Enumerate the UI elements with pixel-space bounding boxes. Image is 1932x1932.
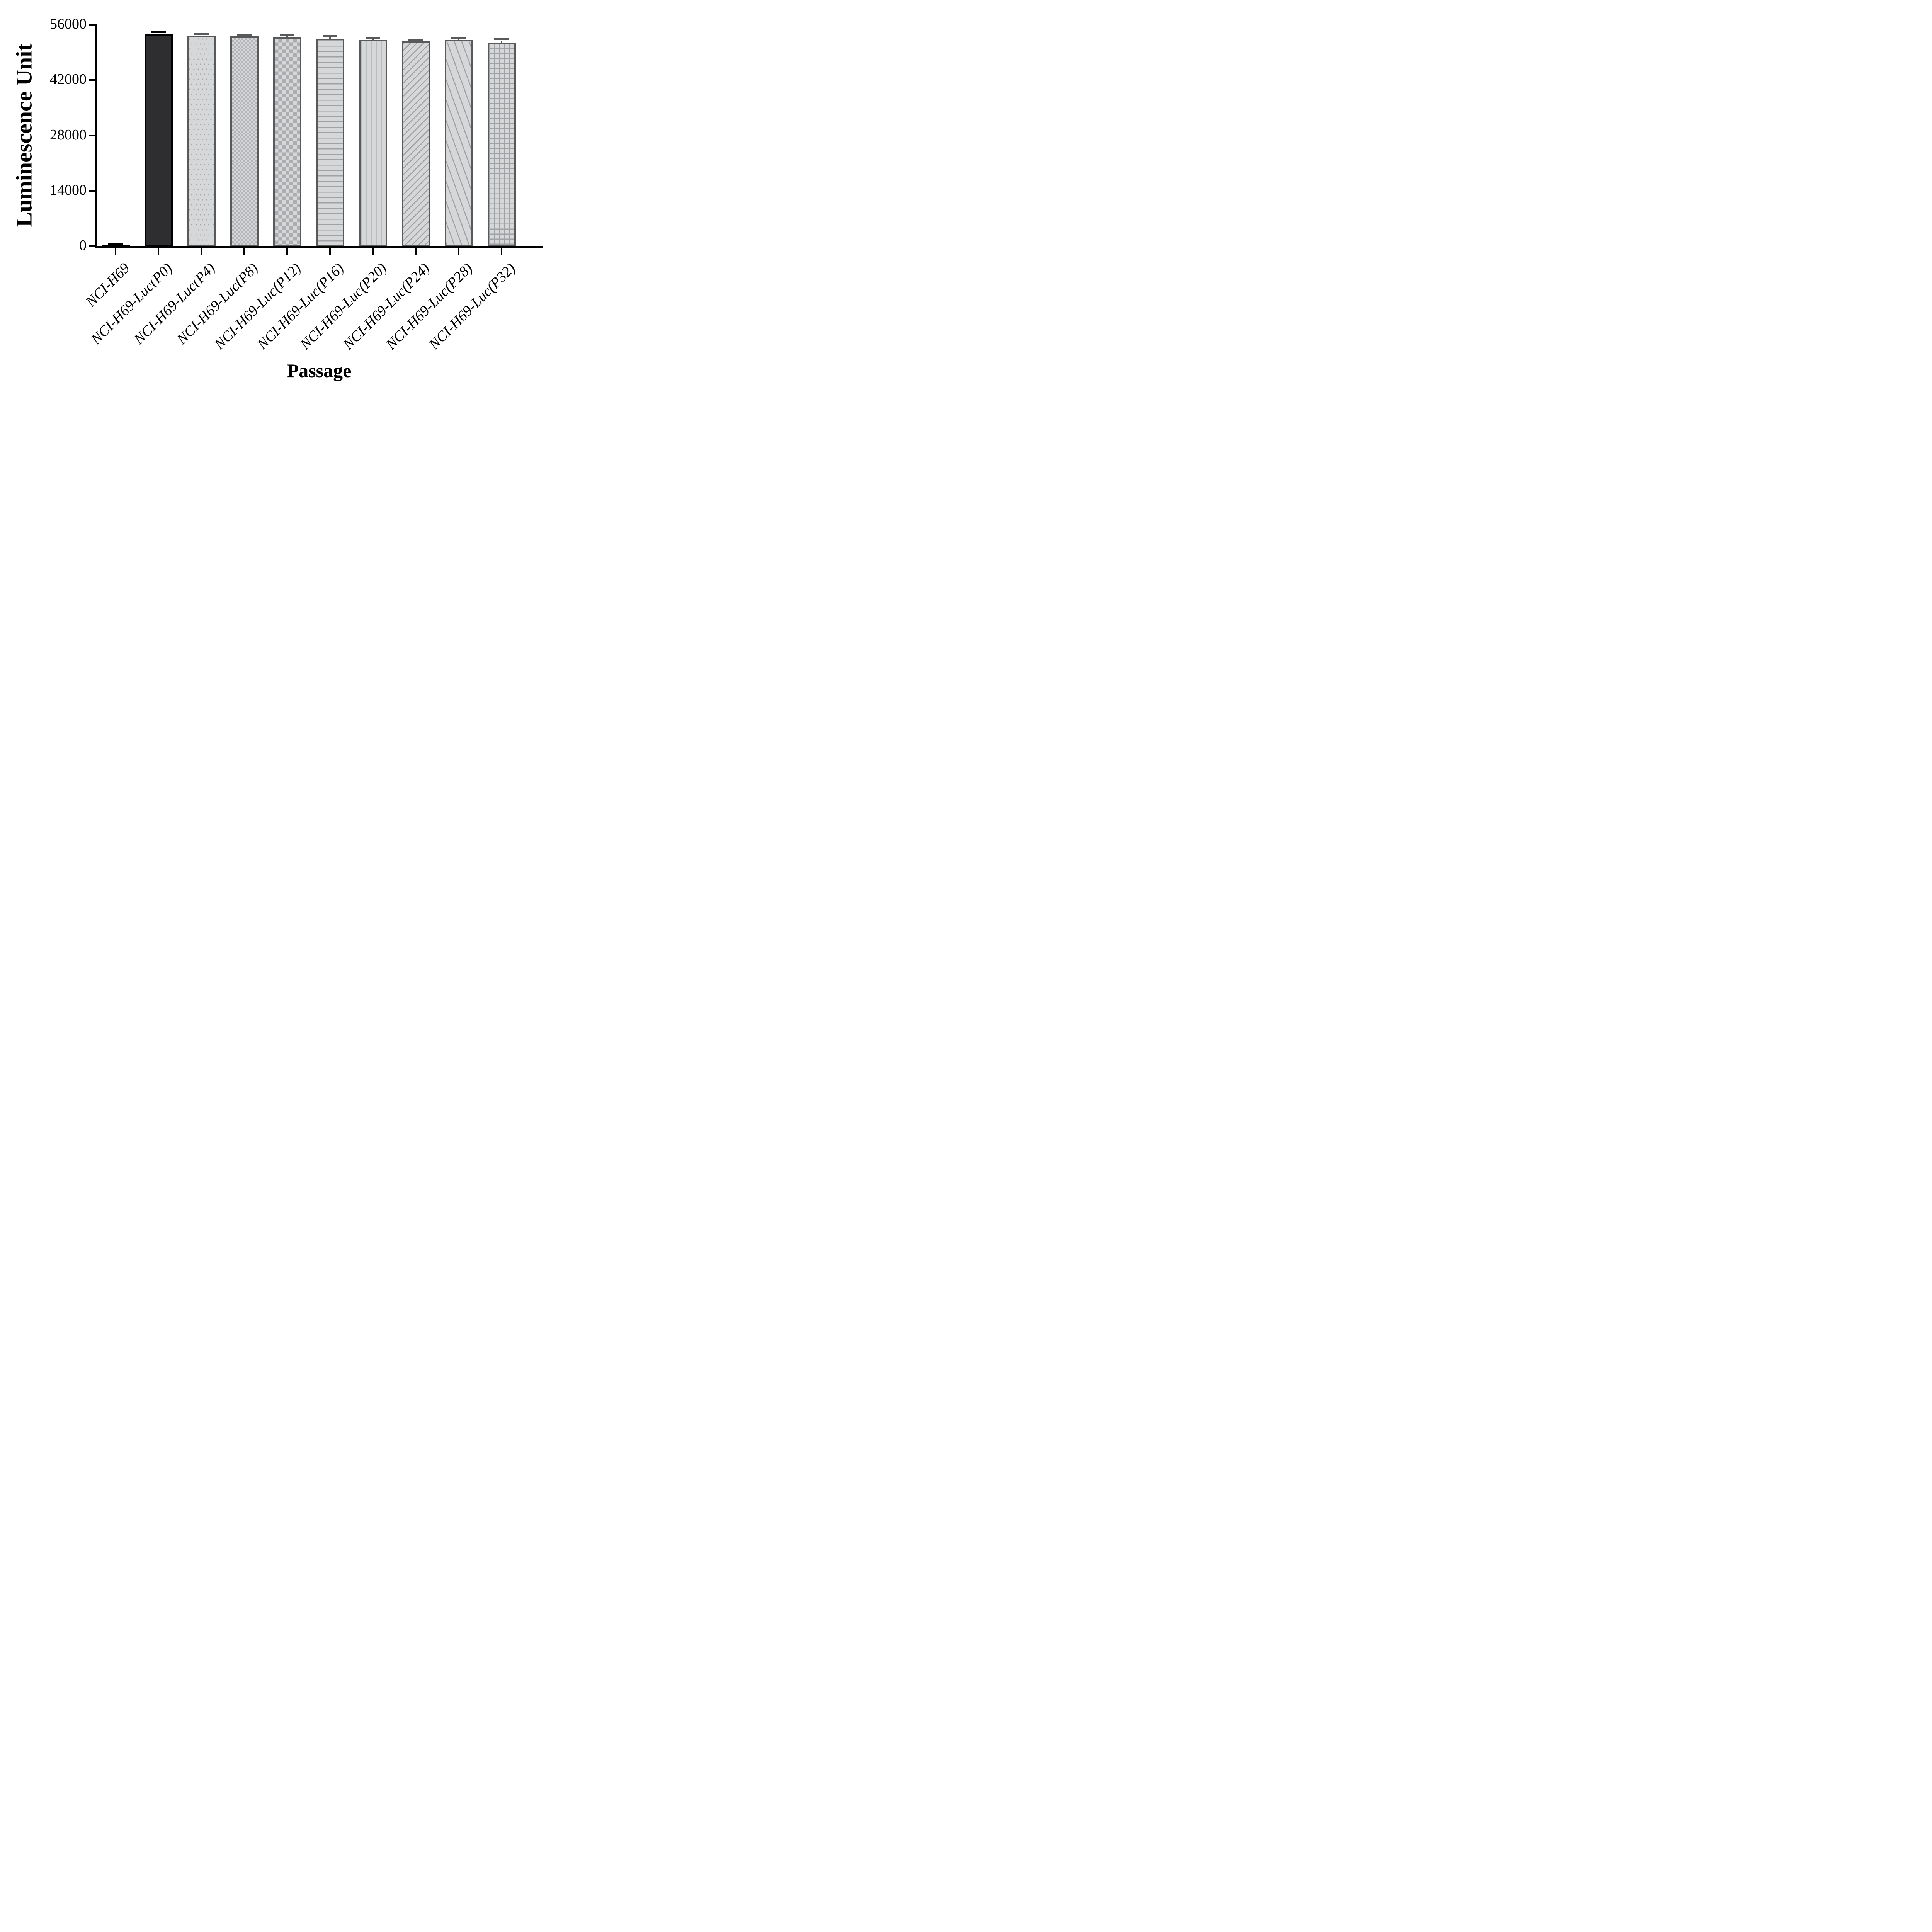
y-tick-label: 42000 bbox=[50, 71, 87, 88]
error-bar-cap bbox=[280, 34, 294, 36]
error-bar-cap bbox=[323, 35, 337, 37]
bar-NCI-H69-Luc(P32) bbox=[487, 43, 516, 246]
error-bar-cap bbox=[451, 37, 466, 39]
y-tick-label: 0 bbox=[79, 237, 87, 254]
x-axis-tick bbox=[201, 248, 202, 255]
bar-NCI-H69-Luc(P12) bbox=[273, 37, 301, 246]
bar-NCI-H69-Luc(P0) bbox=[144, 34, 173, 246]
bar-NCI-H69-Luc(P20) bbox=[359, 39, 387, 246]
x-axis-tick bbox=[415, 248, 417, 255]
x-axis-tick bbox=[158, 248, 159, 255]
x-axis-tick bbox=[372, 248, 374, 255]
error-bar-stem bbox=[458, 39, 459, 40]
error-bar-cap bbox=[151, 31, 166, 33]
y-axis-tick bbox=[89, 79, 95, 81]
y-tick-label: 56000 bbox=[50, 16, 87, 32]
error-bar-stem bbox=[286, 36, 288, 37]
x-axis-tick bbox=[329, 248, 331, 255]
error-bar-stem bbox=[372, 39, 374, 40]
y-tick-label: 14000 bbox=[50, 182, 87, 198]
error-bar-cap bbox=[366, 36, 380, 39]
bar-NCI-H69-Luc(P24) bbox=[401, 41, 430, 246]
y-axis-tick bbox=[89, 190, 95, 192]
bar-NCI-H69-Luc(P28) bbox=[444, 39, 473, 246]
x-axis-tick bbox=[115, 248, 116, 255]
x-axis-tick bbox=[458, 248, 459, 255]
x-axis-tick bbox=[286, 248, 288, 255]
error-bar-cap bbox=[194, 33, 209, 36]
bar-NCI-H69-Luc(P4) bbox=[187, 36, 216, 246]
x-axis-line bbox=[95, 246, 543, 248]
error-bar-cap bbox=[237, 34, 252, 36]
error-bar-stem bbox=[329, 37, 331, 39]
error-bar-stem bbox=[501, 41, 502, 43]
error-bar-cap bbox=[494, 38, 509, 41]
error-bar-cap bbox=[108, 243, 123, 245]
y-axis-tick bbox=[89, 245, 95, 247]
x-axis-title: Passage bbox=[287, 360, 352, 381]
x-axis-tick bbox=[243, 248, 245, 255]
error-bar-cap bbox=[408, 38, 423, 41]
x-axis-tick bbox=[501, 248, 502, 255]
bar-chart: Luminescence Unit Passage 0 14000 28000 420… bbox=[0, 0, 555, 393]
bar-NCI-H69-Luc(P16) bbox=[316, 38, 344, 246]
y-axis-tick bbox=[89, 134, 95, 136]
y-axis-line bbox=[95, 24, 97, 248]
bar-NCI-H69-Luc(P8) bbox=[230, 36, 259, 246]
y-tick-label: 28000 bbox=[50, 126, 87, 143]
y-axis-tick bbox=[89, 24, 95, 26]
